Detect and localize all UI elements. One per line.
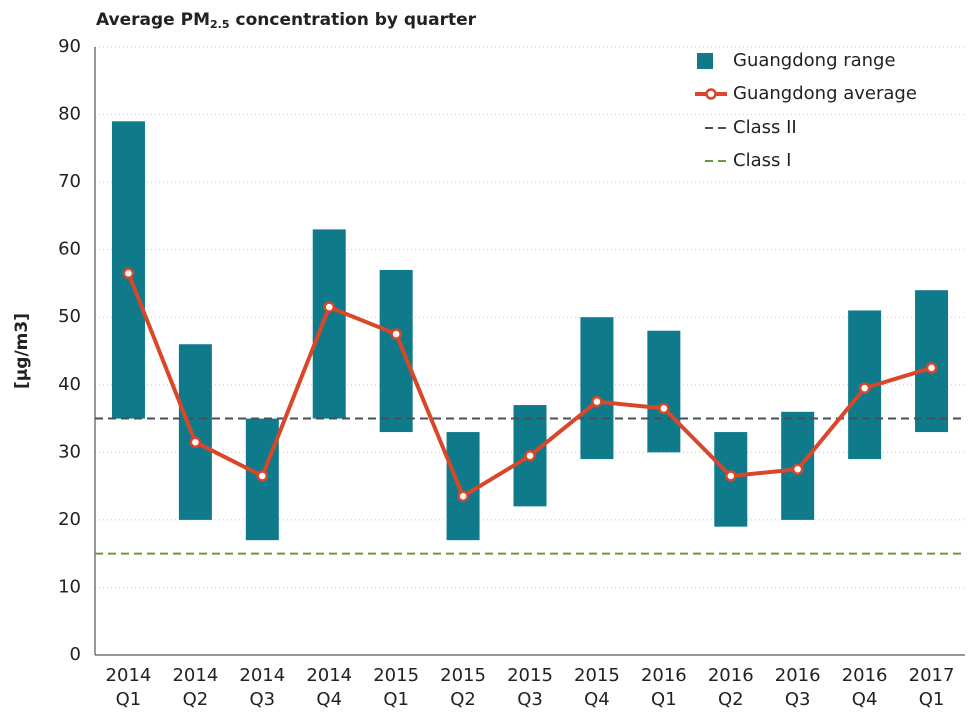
x-tick-label: 2014 bbox=[172, 665, 218, 686]
x-tick-label: 2016 bbox=[775, 665, 821, 686]
average-point bbox=[858, 382, 871, 394]
y-tick-label: 60 bbox=[58, 239, 81, 260]
y-tick-label: 10 bbox=[58, 576, 81, 597]
average-point bbox=[658, 402, 670, 415]
legend-swatch bbox=[697, 53, 713, 69]
average-point bbox=[524, 449, 536, 462]
range-bar bbox=[379, 269, 413, 433]
x-tick-label: Q1 bbox=[651, 689, 677, 710]
x-tick-label: Q1 bbox=[919, 689, 945, 710]
legend-label: Class I bbox=[733, 150, 791, 171]
x-tick-label: Q1 bbox=[116, 689, 142, 710]
x-tick-label: Q4 bbox=[316, 689, 342, 710]
chart-title: Average PM2.5 concentration by quarter bbox=[96, 10, 477, 31]
title-main: Average PM bbox=[96, 10, 210, 30]
average-point bbox=[256, 470, 269, 482]
x-tick-label: Q2 bbox=[718, 689, 744, 710]
y-tick-label: 40 bbox=[58, 374, 81, 395]
x-tick-label: Q4 bbox=[852, 689, 878, 710]
x-tick-label: Q3 bbox=[785, 689, 811, 710]
x-tick-label: 2015 bbox=[440, 665, 486, 686]
title-rest: concentration by quarter bbox=[236, 10, 477, 30]
x-tick-label: 2014 bbox=[106, 665, 152, 686]
y-tick-label: 90 bbox=[58, 36, 81, 57]
x-tick-label: Q3 bbox=[517, 689, 543, 710]
range-bar bbox=[647, 330, 681, 453]
average-point bbox=[323, 301, 335, 313]
y-tick-label: 0 bbox=[70, 644, 81, 665]
x-tick-label: 2015 bbox=[373, 665, 419, 686]
range-bar bbox=[312, 229, 346, 419]
y-tick-label: 70 bbox=[58, 171, 81, 192]
x-tick-label: 2014 bbox=[306, 665, 352, 686]
x-tick-label: Q2 bbox=[450, 689, 476, 710]
x-tick-label: Q3 bbox=[249, 689, 275, 710]
average-point bbox=[791, 463, 804, 475]
x-tick-label: 2017 bbox=[909, 665, 955, 686]
y-tick-label: 80 bbox=[58, 104, 81, 125]
legend-label: Guangdong range bbox=[733, 50, 896, 71]
average-point bbox=[925, 362, 938, 374]
y-tick-label: 30 bbox=[58, 441, 81, 462]
average-point bbox=[457, 490, 469, 502]
range-bar bbox=[446, 432, 480, 541]
y-axis-label: [µg/m3] bbox=[12, 313, 32, 389]
x-tick-label: Q1 bbox=[383, 689, 409, 710]
legend-swatch bbox=[705, 88, 717, 100]
x-tick-label: 2016 bbox=[641, 665, 687, 686]
y-tick-label: 50 bbox=[58, 306, 81, 327]
x-tick-label: Q2 bbox=[183, 689, 209, 710]
x-tick-label: Q4 bbox=[584, 689, 610, 710]
average-point bbox=[725, 470, 737, 482]
title-subscript: 2.5 bbox=[210, 18, 230, 31]
average-point bbox=[122, 267, 135, 280]
x-tick-label: 2014 bbox=[239, 665, 285, 686]
x-tick-label: 2015 bbox=[574, 665, 620, 686]
legend-label: Class II bbox=[733, 117, 797, 138]
average-point bbox=[189, 436, 202, 448]
average-point bbox=[390, 328, 402, 340]
y-tick-label: 20 bbox=[58, 509, 81, 530]
range-bar bbox=[178, 344, 212, 520]
range-bar bbox=[915, 290, 949, 433]
x-tick-label: 2015 bbox=[507, 665, 553, 686]
range-bar bbox=[580, 317, 614, 460]
average-point bbox=[591, 395, 603, 408]
x-tick-label: 2016 bbox=[708, 665, 754, 686]
legend-label: Guangdong average bbox=[733, 83, 917, 104]
x-tick-label: 2016 bbox=[842, 665, 888, 686]
